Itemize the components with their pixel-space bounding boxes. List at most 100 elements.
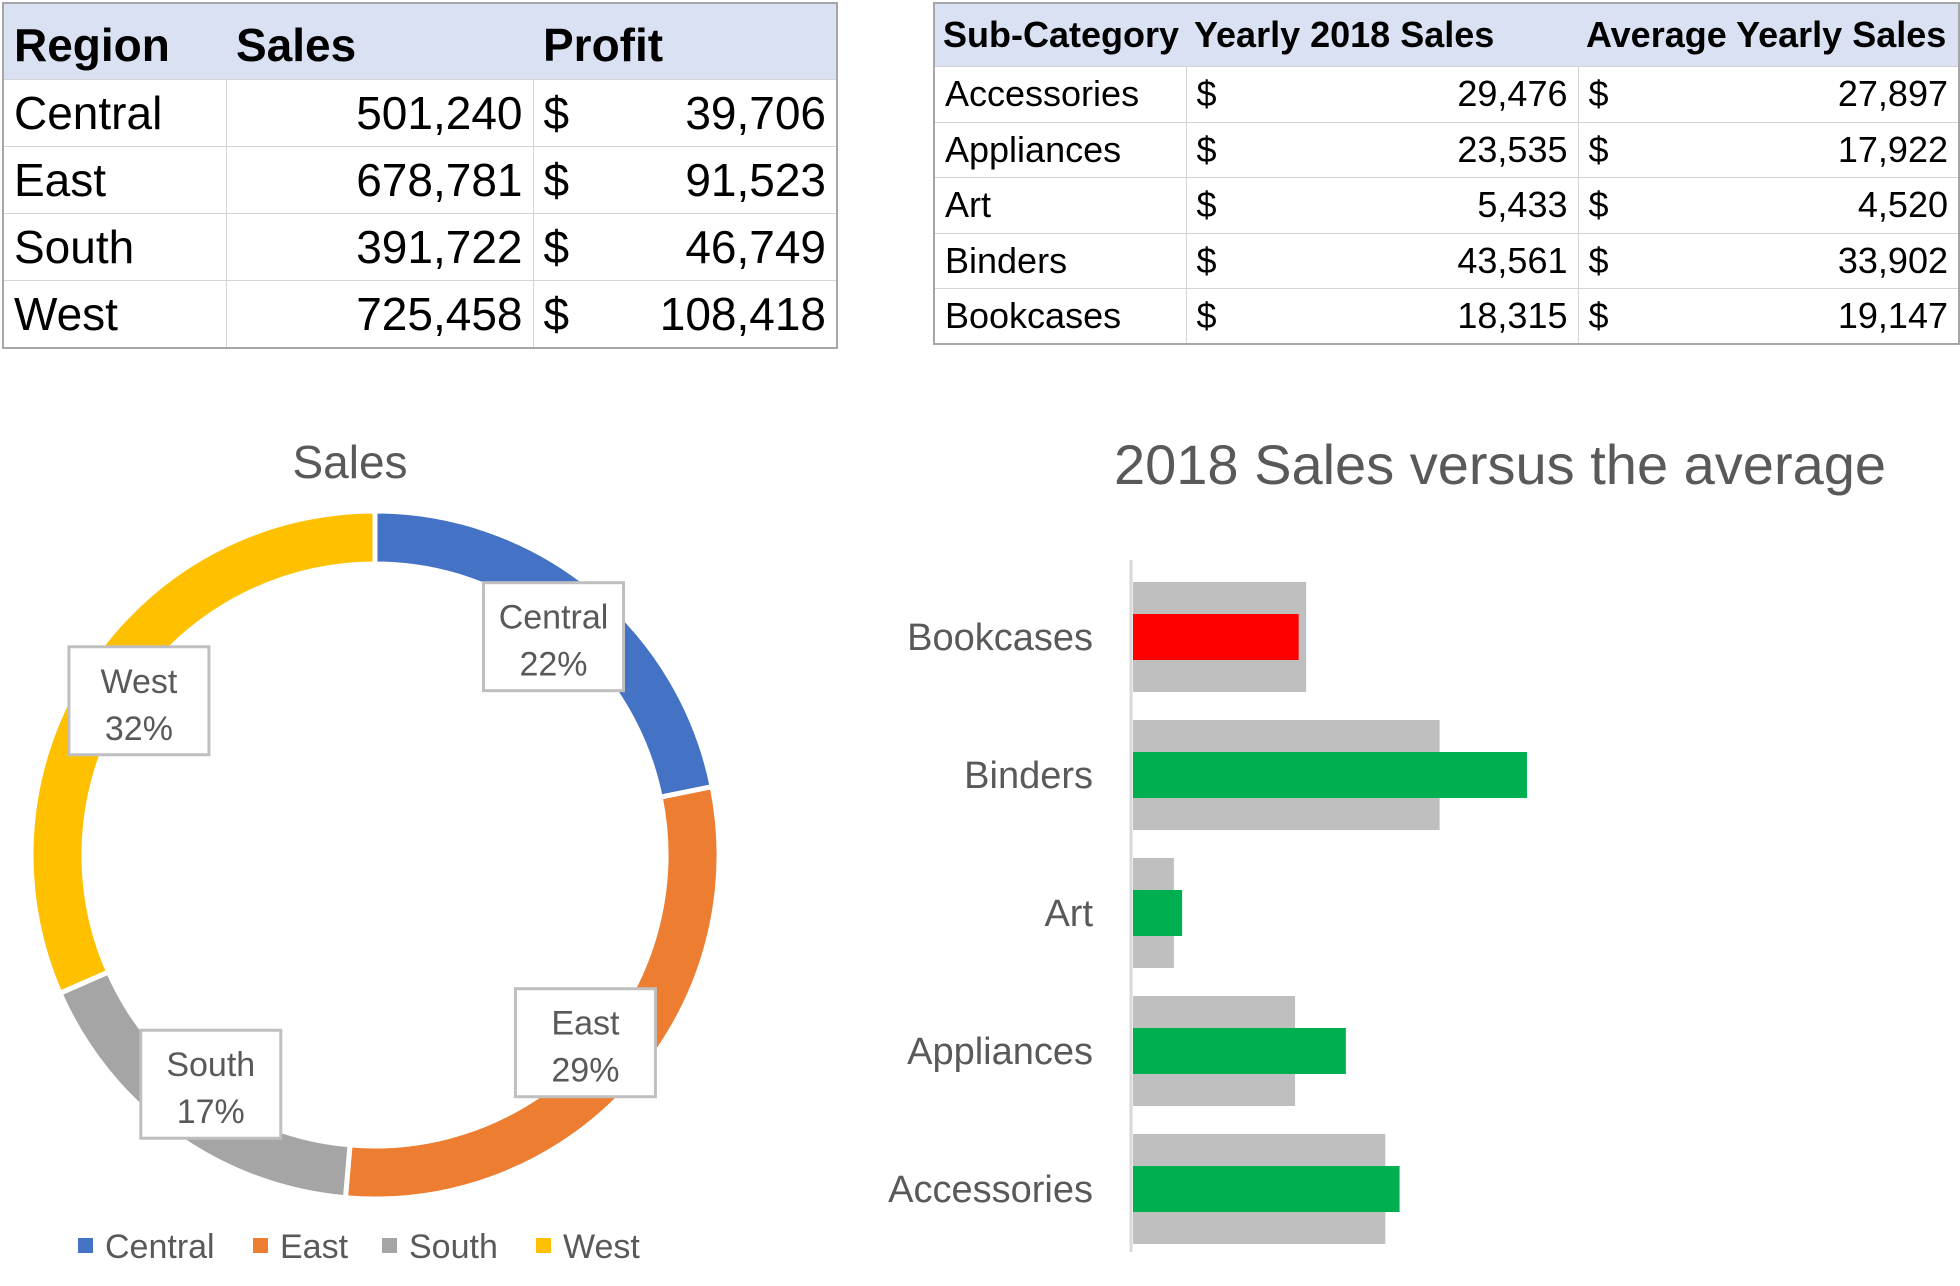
sales-2018-cell: 29,476	[1242, 66, 1579, 123]
doughnut-data-label: West 32%	[67, 645, 211, 757]
table-row: Bookcases $ 18,315 $ 19,147	[933, 288, 1960, 345]
currency-cell: $	[1577, 177, 1634, 234]
region-cell: Central	[2, 79, 227, 147]
bar-chart-title: 2018 Sales versus the average	[1114, 433, 1886, 496]
currency-cell: $	[1185, 177, 1242, 234]
currency-cell: $	[1185, 66, 1242, 123]
currency-cell: $	[532, 79, 603, 147]
data-label-box	[67, 645, 211, 757]
legend-entry-east: East	[253, 1228, 349, 1266]
data-label-percent: 32%	[105, 710, 173, 748]
legend-label: Central	[105, 1228, 215, 1266]
sales-cell: 725,458	[225, 280, 534, 348]
bar-2018-appliances	[1133, 1028, 1346, 1074]
sub-category-cell: Appliances	[933, 121, 1187, 178]
average-sales-cell: 17,922	[1634, 121, 1960, 178]
bar-2018-bookcases	[1133, 614, 1299, 660]
header-profit: Profit	[533, 3, 838, 80]
legend-swatch	[78, 1238, 93, 1253]
category-tick-label: Art	[1044, 893, 1093, 935]
header-sales: Sales	[226, 3, 533, 80]
subcategory-sales-table: Sub-Category Yearly 2018 Sales Average Y…	[933, 2, 1960, 345]
sub-category-cell: Accessories	[933, 66, 1187, 123]
table-header-row: Region Sales Profit	[3, 3, 838, 80]
sub-category-cell: Bookcases	[933, 288, 1187, 345]
table-row: West 725,458 $ 108,418	[2, 280, 838, 348]
data-label-box	[513, 987, 657, 1099]
data-label-category: Central	[499, 599, 609, 637]
currency-cell: $	[532, 280, 603, 348]
table-row: South 391,722 $ 46,749	[2, 213, 838, 281]
table-row: Central 501,240 $ 39,706	[2, 79, 838, 147]
category-tick-label: Bookcases	[907, 617, 1093, 659]
legend-label: South	[409, 1228, 498, 1266]
category-tick-label: Accessories	[888, 1169, 1093, 1211]
table-header-row: Sub-Category Yearly 2018 Sales Average Y…	[934, 3, 1959, 67]
legend-entry-south: South	[382, 1228, 498, 1266]
category-tick-label: Binders	[964, 755, 1093, 797]
legend-entry-west: West	[536, 1228, 640, 1266]
currency-cell: $	[1577, 66, 1634, 123]
profit-cell: 91,523	[603, 146, 838, 214]
currency-cell: $	[1185, 232, 1242, 289]
average-sales-cell: 33,902	[1634, 232, 1960, 289]
region-cell: East	[2, 146, 227, 214]
category-tick-label: Appliances	[907, 1031, 1093, 1073]
doughnut-data-label: East 29%	[513, 987, 657, 1099]
data-label-category: South	[166, 1046, 255, 1084]
currency-cell: $	[1185, 288, 1242, 345]
average-sales-cell: 27,897	[1634, 66, 1960, 123]
data-label-box	[482, 581, 626, 693]
average-sales-cell: 19,147	[1634, 288, 1960, 345]
doughnut-data-label: South 17%	[139, 1028, 283, 1140]
table-row: Art $ 5,433 $ 4,520	[933, 177, 1960, 234]
table-row: Appliances $ 23,535 $ 17,922	[933, 121, 1960, 178]
sub-category-cell: Art	[933, 177, 1187, 234]
sales-2018-cell: 23,535	[1242, 121, 1579, 178]
legend-entry-central: Central	[78, 1228, 215, 1266]
sales-cell: 501,240	[225, 79, 534, 147]
header-yearly-2018-sales: Yearly 2018 Sales	[1186, 3, 1578, 67]
table-row: East 678,781 $ 91,523	[2, 146, 838, 214]
data-label-percent: 22%	[519, 646, 587, 684]
sales-cell: 678,781	[225, 146, 534, 214]
legend-label: West	[563, 1228, 640, 1266]
sales-cell: 391,722	[225, 213, 534, 281]
data-label-category: West	[100, 663, 177, 701]
bar-2018-art	[1133, 890, 1183, 936]
sub-category-cell: Binders	[933, 232, 1187, 289]
region-sales-table: Region Sales Profit Central 501,240 $ 39…	[2, 2, 839, 349]
profit-cell: 39,706	[603, 79, 838, 147]
legend-swatch	[382, 1238, 397, 1253]
header-sub-category: Sub-Category	[934, 3, 1186, 67]
average-sales-cell: 4,520	[1634, 177, 1960, 234]
currency-cell: $	[1577, 232, 1634, 289]
profit-cell: 46,749	[603, 213, 838, 281]
data-label-box	[139, 1028, 283, 1140]
currency-cell: $	[1577, 121, 1634, 178]
table-row: Accessories $ 29,476 $ 27,897	[933, 66, 1960, 123]
currency-cell: $	[532, 146, 603, 214]
doughnut-data-label: Central 22%	[482, 581, 626, 693]
data-label-category: East	[551, 1005, 620, 1043]
bar-2018-accessories	[1133, 1166, 1400, 1212]
sales-doughnut-chart: Sales Central 22% East 29% South 17% West 32% C…	[28, 436, 722, 1266]
sales-2018-cell: 18,315	[1242, 288, 1579, 345]
profit-cell: 108,418	[603, 280, 838, 348]
data-label-percent: 17%	[177, 1093, 245, 1131]
header-region: Region	[3, 3, 226, 80]
currency-cell: $	[1185, 121, 1242, 178]
region-cell: West	[2, 280, 227, 348]
legend-label: East	[280, 1228, 349, 1266]
legend-swatch	[253, 1238, 268, 1253]
table-row: Binders $ 43,561 $ 33,902	[933, 232, 1960, 289]
sales-vs-average-bar-chart: 2018 Sales versus the average Bookcases B…	[888, 433, 1886, 1252]
header-average-yearly-sales: Average Yearly Sales	[1578, 3, 1959, 67]
data-label-percent: 29%	[551, 1052, 619, 1090]
region-cell: South	[2, 213, 227, 281]
sales-2018-cell: 43,561	[1242, 232, 1579, 289]
doughnut-chart-title: Sales	[292, 436, 407, 488]
bar-2018-binders	[1133, 752, 1527, 798]
legend-swatch	[536, 1238, 551, 1253]
